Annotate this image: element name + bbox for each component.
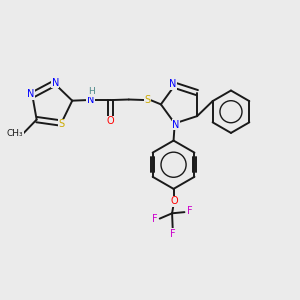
Text: N: N bbox=[52, 78, 59, 88]
Text: F: F bbox=[170, 229, 176, 239]
Text: S: S bbox=[58, 119, 64, 129]
Text: F: F bbox=[152, 214, 158, 224]
Text: N: N bbox=[172, 120, 180, 130]
Text: F: F bbox=[187, 206, 192, 216]
Text: CH₃: CH₃ bbox=[7, 130, 23, 139]
Text: N: N bbox=[27, 89, 34, 100]
Text: N: N bbox=[87, 95, 94, 105]
Text: O: O bbox=[107, 116, 114, 126]
Text: S: S bbox=[145, 95, 151, 105]
Text: O: O bbox=[170, 196, 178, 206]
Text: N: N bbox=[169, 79, 176, 89]
Text: H: H bbox=[88, 87, 94, 96]
